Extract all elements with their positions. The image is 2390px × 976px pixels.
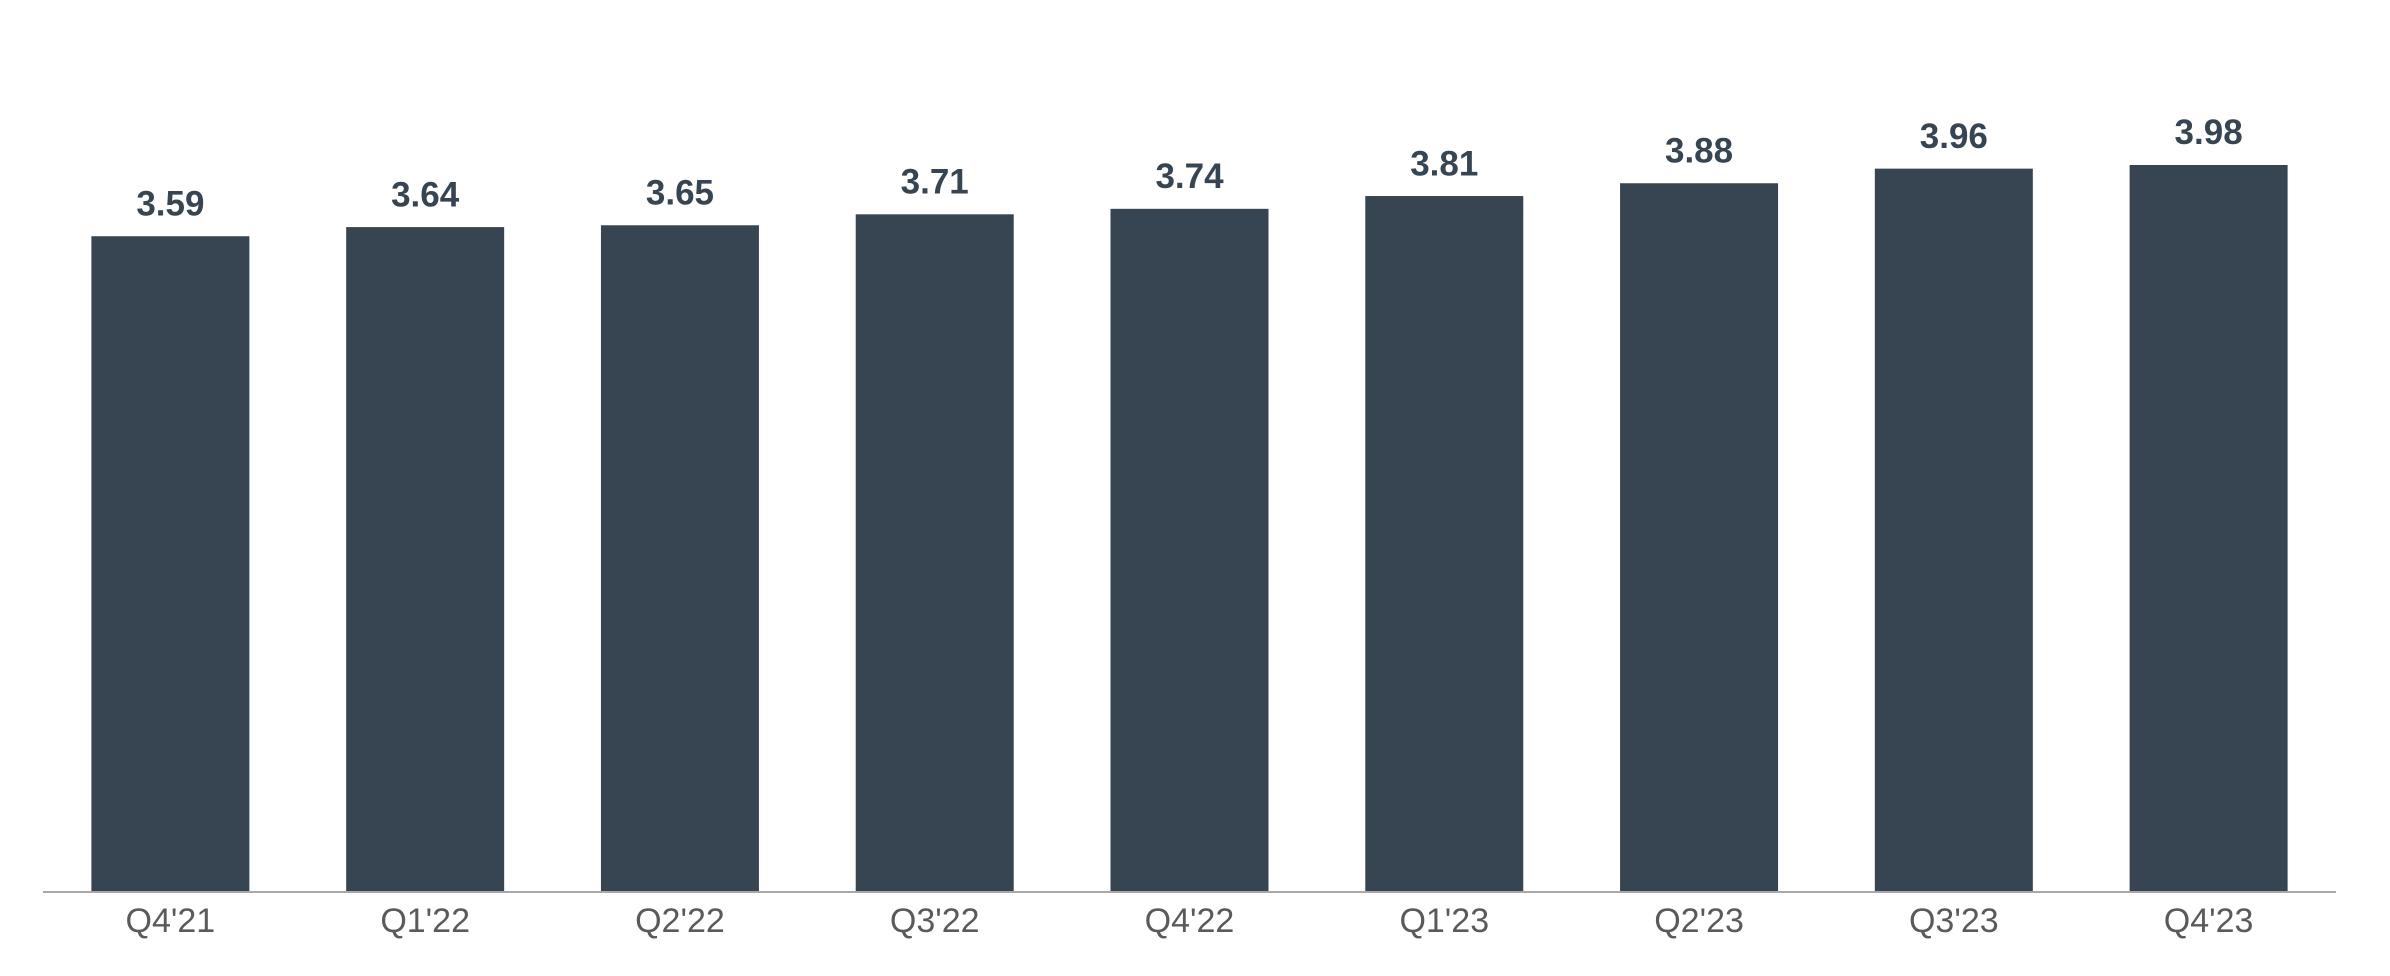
value-label: 3.71 xyxy=(901,163,969,202)
value-label: 3.74 xyxy=(1155,157,1224,196)
bar xyxy=(91,236,250,892)
x-tick-label: Q3'23 xyxy=(1909,902,1999,940)
bar xyxy=(600,225,759,892)
value-label: 3.64 xyxy=(391,175,460,214)
bar xyxy=(2129,164,2288,892)
x-tick-label: Q4'22 xyxy=(1145,902,1235,940)
x-tick-label: Q1'22 xyxy=(380,902,470,940)
value-label: 3.88 xyxy=(1665,132,1733,171)
value-label: 3.59 xyxy=(136,184,204,223)
x-tick-label: Q2'23 xyxy=(1654,902,1744,940)
bar xyxy=(346,227,505,893)
x-tick-label: Q4'21 xyxy=(126,902,216,940)
bar xyxy=(855,214,1014,893)
value-label: 3.65 xyxy=(646,174,714,213)
value-label: 3.96 xyxy=(1920,117,1988,156)
bar xyxy=(1874,168,2033,892)
bar xyxy=(1365,196,1524,893)
bar xyxy=(1110,208,1269,892)
bar xyxy=(1620,183,1779,893)
x-tick-label: Q4'23 xyxy=(2164,902,2254,940)
value-label: 3.81 xyxy=(1410,144,1478,183)
x-tick-label: Q3'22 xyxy=(890,902,980,940)
x-tick-label: Q1'23 xyxy=(1399,902,1489,940)
value-label: 3.98 xyxy=(2175,113,2243,152)
x-tick-label: Q2'22 xyxy=(635,902,725,940)
